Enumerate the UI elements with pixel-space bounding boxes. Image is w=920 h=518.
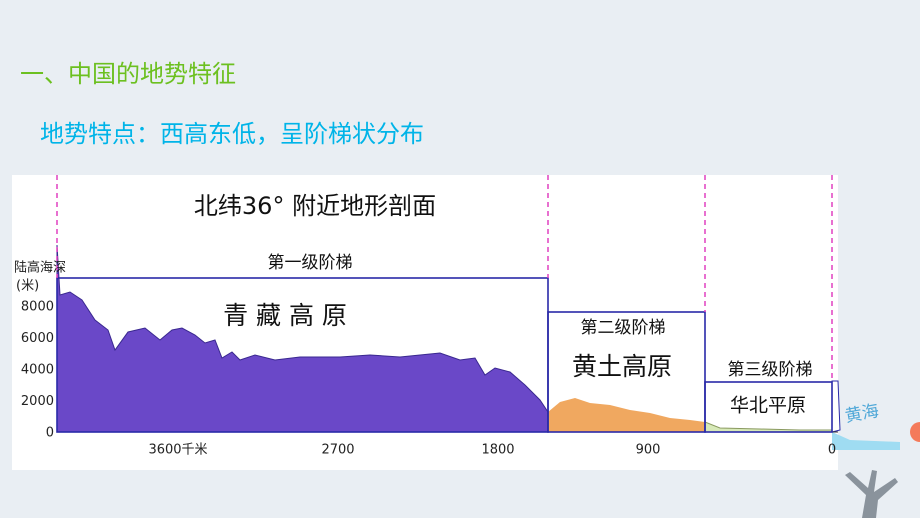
y-axis-unit: (米) bbox=[16, 279, 39, 294]
y-tick-label: 6000 bbox=[21, 331, 54, 346]
region-name: 青 藏 高 原 bbox=[223, 301, 347, 330]
second-step-box bbox=[547, 311, 706, 433]
slide-title: 一、中国的地势特征 bbox=[20, 60, 236, 88]
y-tick-label: 4000 bbox=[21, 363, 54, 378]
first-step-terrain bbox=[56, 244, 549, 433]
decoration bbox=[910, 422, 920, 442]
x-tick-label: 1800 bbox=[481, 443, 514, 458]
third-step-box bbox=[704, 381, 833, 433]
sea-name: 黄海 bbox=[844, 401, 881, 427]
slide-subtitle: 地势特点：西高东低，呈阶梯状分布 bbox=[40, 120, 424, 148]
y-tick-label: 0 bbox=[46, 426, 54, 441]
step-name: 第二级阶梯 bbox=[581, 318, 666, 338]
y-tick-label: 8000 bbox=[21, 300, 54, 315]
step-name: 第三级阶梯 bbox=[728, 360, 813, 380]
step-name: 第一级阶梯 bbox=[268, 253, 353, 273]
profile-title: 北纬36° 附近地形剖面 bbox=[194, 192, 436, 220]
y-axis-label: 陆高海深 bbox=[14, 260, 66, 276]
region-name: 黄土高原 bbox=[572, 352, 672, 381]
x-tick-label: 0 bbox=[828, 443, 836, 458]
x-tick-label: 3600千米 bbox=[148, 443, 207, 458]
region-name: 华北平原 bbox=[730, 395, 806, 417]
coast bbox=[831, 380, 841, 433]
y-tick-label: 2000 bbox=[21, 394, 54, 409]
second-step-terrain bbox=[548, 398, 705, 432]
sea-area bbox=[832, 432, 900, 450]
x-tick-label: 2700 bbox=[321, 443, 354, 458]
x-tick-label: 900 bbox=[636, 443, 661, 458]
tree-decoration bbox=[845, 470, 898, 518]
